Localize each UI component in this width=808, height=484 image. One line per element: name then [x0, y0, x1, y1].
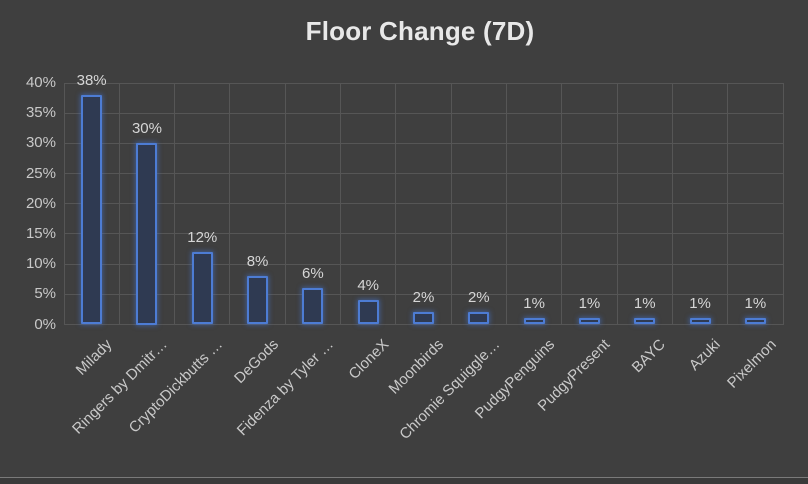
- y-axis-tick: 15%: [25, 224, 56, 242]
- y-axis-tick: 40%: [25, 74, 56, 91]
- bar-value-label: 12%: [187, 229, 218, 247]
- bar-value-label: 1%: [578, 295, 601, 313]
- gridline-horizontal: [64, 324, 783, 325]
- gridline-vertical: [505, 83, 507, 325]
- gridline-vertical: [229, 83, 231, 325]
- gridline-vertical: [284, 83, 286, 325]
- x-axis-label: Azuki: [686, 335, 725, 374]
- gridline-vertical: [340, 83, 342, 325]
- bar: [81, 95, 103, 325]
- bar-value-label: 1%: [633, 295, 656, 313]
- gridline-vertical: [174, 83, 176, 325]
- y-axis-tick: 0%: [34, 315, 56, 333]
- x-axis-label: DeGods: [230, 335, 282, 387]
- y-axis-tick: 10%: [25, 255, 56, 273]
- bar-value-label: 8%: [246, 253, 269, 271]
- bar: [191, 252, 213, 325]
- bar: [634, 318, 656, 325]
- gridline-horizontal: [64, 142, 783, 144]
- bar-value-label: 2%: [412, 289, 435, 307]
- bar: [413, 312, 434, 325]
- gridline-vertical: [782, 83, 784, 325]
- bar: [247, 276, 269, 325]
- gridline-horizontal: [64, 112, 783, 114]
- x-axis-label: BAYC: [628, 335, 669, 376]
- x-axis-label: Chromie Squiggle…: [395, 335, 503, 443]
- bar-value-label: 38%: [76, 72, 107, 90]
- bar-value-label: 1%: [523, 295, 545, 313]
- bar: [357, 300, 379, 325]
- x-axis-label: CryptoDickbutts …: [125, 335, 227, 436]
- gridline-vertical: [118, 83, 120, 325]
- bar-value-label: 4%: [357, 277, 380, 295]
- gridline-vertical: [395, 83, 397, 325]
- y-axis-tick: 20%: [25, 194, 56, 212]
- plot-area: [63, 82, 784, 325]
- gridline-vertical: [616, 83, 618, 325]
- bar: [136, 143, 158, 325]
- x-axis-label: Ringers by Dmitr…: [69, 335, 171, 438]
- bar: [523, 318, 545, 325]
- screenshot-bottom-edge: [0, 477, 808, 484]
- gridline-horizontal: [64, 233, 783, 235]
- x-axis-label: Fidenza by Tyler …: [233, 335, 337, 439]
- gridline-vertical: [63, 83, 65, 325]
- bar: [689, 318, 711, 325]
- bar-value-label: 1%: [744, 295, 767, 313]
- gridline-horizontal: [64, 82, 783, 84]
- y-axis-tick: 35%: [25, 104, 56, 122]
- x-axis-label: CloneX: [345, 335, 393, 383]
- x-axis-label: Pixelmon: [723, 335, 780, 392]
- bar-value-label: 30%: [131, 120, 162, 138]
- gridline-vertical: [450, 83, 452, 325]
- bar: [578, 318, 600, 325]
- gridline-horizontal: [64, 263, 783, 265]
- chart-title: Floor Change (7D): [305, 16, 535, 46]
- bar: [468, 312, 490, 325]
- gridline-horizontal: [64, 293, 783, 295]
- y-axis-tick: 30%: [25, 134, 56, 152]
- x-axis-label: Milady: [72, 335, 116, 379]
- bar-value-label: 6%: [302, 265, 324, 283]
- bar: [744, 318, 766, 325]
- bar: [302, 288, 324, 325]
- gridline-vertical: [727, 83, 729, 325]
- bar-value-label: 1%: [689, 295, 711, 313]
- gridline-horizontal: [64, 203, 783, 205]
- gridline-horizontal: [64, 173, 783, 175]
- y-axis-tick: 25%: [25, 164, 56, 182]
- bar-value-label: 2%: [467, 289, 490, 307]
- y-axis-tick: 5%: [34, 285, 56, 303]
- gridline-vertical: [561, 83, 563, 325]
- gridline-vertical: [671, 83, 673, 325]
